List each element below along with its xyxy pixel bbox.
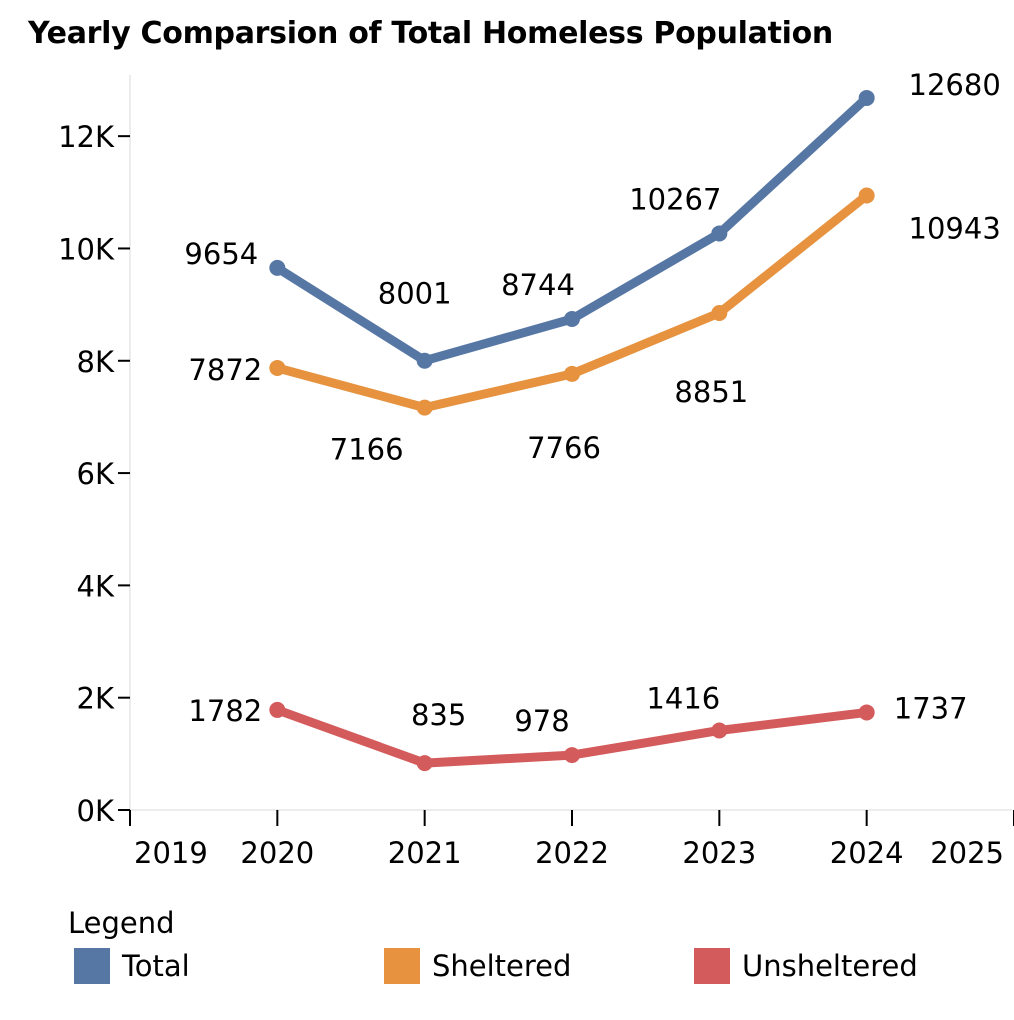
- y-tick-label: 6K: [77, 457, 115, 491]
- data-point-total: [564, 310, 580, 327]
- data-label-unsheltered: 835: [411, 698, 466, 732]
- data-label-unsheltered: 1416: [646, 681, 720, 715]
- y-tick-label: 2K: [77, 682, 115, 716]
- legend-swatch-total: [74, 948, 110, 984]
- data-point-unsheltered: [858, 704, 875, 721]
- data-label-sheltered: 7766: [527, 431, 601, 465]
- data-point-sheltered: [564, 365, 580, 382]
- line-chart: 0K 2K 4K 6K 8K 10K 12K 2019 2020 2021 2022 2023 2024…: [58, 68, 1014, 870]
- data-label-sheltered: 7166: [330, 433, 404, 467]
- legend-label-sheltered: Sheltered: [432, 949, 572, 983]
- data-label-sheltered: 7872: [188, 353, 262, 387]
- axes: 0K 2K 4K 6K 8K 10K 12K 2019 2020 2021 2022 2023 2024…: [58, 75, 1014, 870]
- data-label-sheltered: 8851: [674, 375, 748, 409]
- data-label-unsheltered: 1782: [188, 694, 262, 728]
- data-point-unsheltered: [564, 747, 580, 764]
- x-tick-label: 2021: [388, 836, 462, 870]
- data-label-sheltered: 10943: [909, 212, 1001, 246]
- data-label-total: 12680: [909, 68, 1001, 102]
- data-point-sheltered: [858, 187, 875, 204]
- data-point-sheltered: [269, 359, 286, 376]
- chart-title: Yearly Comparsion of Total Homeless Popu…: [28, 16, 833, 51]
- data-point-total: [858, 89, 875, 106]
- legend: Legend Total Sheltered Unsheltered: [68, 906, 1008, 996]
- legend-swatch-sheltered: [384, 948, 420, 984]
- legend-label-total: Total: [122, 949, 190, 983]
- data-point-total: [269, 259, 286, 276]
- data-label-unsheltered: 978: [514, 704, 569, 738]
- data-point-total: [711, 225, 728, 242]
- data-point-total: [416, 352, 433, 369]
- data-labels: 9654 8001 8744 10267 12680 7872 7166 7766 8851 10…: [184, 68, 1000, 738]
- data-point-unsheltered: [711, 722, 728, 739]
- data-label-total: 10267: [629, 182, 721, 216]
- data-point-sheltered: [416, 399, 433, 416]
- y-tick-label: 12K: [58, 120, 115, 154]
- data-point-sheltered: [711, 304, 728, 321]
- data-label-total: 8744: [501, 268, 575, 302]
- data-label-total: 8001: [378, 277, 452, 311]
- data-label-total: 9654: [184, 237, 258, 271]
- legend-item-unsheltered: Unsheltered: [694, 948, 918, 984]
- x-tick-label: 2023: [682, 836, 756, 870]
- data-point-unsheltered: [269, 701, 286, 718]
- x-tick-label: 2019: [134, 836, 208, 870]
- data-label-unsheltered: 1737: [894, 691, 968, 725]
- legend-title: Legend: [68, 906, 175, 940]
- y-tick-label: 8K: [77, 345, 115, 379]
- x-tick-label: 2022: [535, 836, 609, 870]
- y-tick-label: 10K: [58, 232, 115, 266]
- y-tick-label: 4K: [77, 569, 115, 603]
- series-lines: [269, 89, 875, 772]
- legend-swatch-unsheltered: [694, 948, 730, 984]
- legend-item-total: Total: [74, 948, 190, 984]
- legend-label-unsheltered: Unsheltered: [742, 949, 918, 983]
- y-tick-label: 0K: [77, 794, 115, 828]
- data-point-unsheltered: [416, 755, 433, 772]
- x-tick-label: 2024: [830, 836, 904, 870]
- legend-item-sheltered: Sheltered: [384, 948, 571, 984]
- x-tick-label: 2020: [240, 836, 314, 870]
- x-tick-label: 2025: [930, 836, 1004, 870]
